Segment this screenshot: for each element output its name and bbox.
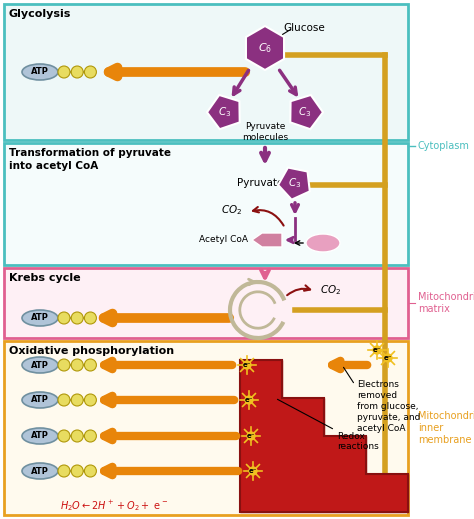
Ellipse shape <box>22 310 58 326</box>
Circle shape <box>246 431 255 441</box>
Circle shape <box>71 465 83 477</box>
Circle shape <box>58 312 70 324</box>
Text: Mitochondrial
inner
membrane: Mitochondrial inner membrane <box>418 411 474 445</box>
Text: Pyruvate
molecules: Pyruvate molecules <box>242 122 288 142</box>
Polygon shape <box>290 95 323 129</box>
FancyBboxPatch shape <box>4 4 408 140</box>
Circle shape <box>71 394 83 406</box>
Ellipse shape <box>22 463 58 479</box>
Circle shape <box>84 359 96 371</box>
Polygon shape <box>207 95 240 129</box>
Ellipse shape <box>22 392 58 408</box>
Circle shape <box>84 66 96 78</box>
FancyBboxPatch shape <box>4 143 408 265</box>
Text: Pyruvate: Pyruvate <box>237 178 283 188</box>
Ellipse shape <box>22 357 58 373</box>
Ellipse shape <box>22 428 58 444</box>
Text: e⁻: e⁻ <box>249 468 257 474</box>
Circle shape <box>372 345 382 354</box>
Polygon shape <box>278 168 310 200</box>
Text: ATP: ATP <box>31 67 49 76</box>
Circle shape <box>58 465 70 477</box>
Text: Krebs cycle: Krebs cycle <box>9 273 81 283</box>
FancyBboxPatch shape <box>4 341 408 515</box>
Text: Mitochondrial
matrix: Mitochondrial matrix <box>418 292 474 314</box>
Circle shape <box>248 466 258 476</box>
Text: Transformation of pyruvate
into acetyl CoA: Transformation of pyruvate into acetyl C… <box>9 148 171 171</box>
Circle shape <box>71 312 83 324</box>
Circle shape <box>58 66 70 78</box>
Polygon shape <box>240 360 408 512</box>
Text: e⁻: e⁻ <box>247 433 255 439</box>
Text: ATP: ATP <box>31 361 49 370</box>
Ellipse shape <box>22 64 58 80</box>
Text: Glycolysis: Glycolysis <box>9 9 72 19</box>
Circle shape <box>71 359 83 371</box>
Text: Redox
reactions: Redox reactions <box>337 432 379 452</box>
Text: $CO_2$: $CO_2$ <box>221 203 243 217</box>
Text: $C_3$: $C_3$ <box>219 105 232 119</box>
Text: Acetyl CoA: Acetyl CoA <box>199 236 248 244</box>
Circle shape <box>242 360 252 370</box>
Text: ATP: ATP <box>31 467 49 475</box>
Text: $C_3$: $C_3$ <box>298 105 311 119</box>
Text: ATP: ATP <box>31 395 49 404</box>
Text: $C_3$: $C_3$ <box>288 176 301 190</box>
Text: Oxidative phosphorylation: Oxidative phosphorylation <box>9 346 174 356</box>
Circle shape <box>84 394 96 406</box>
Circle shape <box>244 395 254 405</box>
Polygon shape <box>246 26 284 70</box>
Circle shape <box>84 430 96 442</box>
Text: Glucose: Glucose <box>283 23 325 33</box>
Ellipse shape <box>306 234 340 252</box>
Text: e⁻: e⁻ <box>243 362 251 368</box>
Circle shape <box>383 353 392 363</box>
Text: Electrons
removed
from glucose,
pyruvate, and
acetyl CoA: Electrons removed from glucose, pyruvate… <box>357 380 420 433</box>
Circle shape <box>71 430 83 442</box>
Text: Cytoplasm: Cytoplasm <box>418 141 470 151</box>
Circle shape <box>84 312 96 324</box>
Text: $C_6$: $C_6$ <box>258 41 272 55</box>
FancyArrow shape <box>252 233 282 247</box>
Text: ATP: ATP <box>31 431 49 441</box>
Text: ATP: ATP <box>31 313 49 322</box>
Circle shape <box>71 66 83 78</box>
FancyBboxPatch shape <box>4 268 408 338</box>
Circle shape <box>58 430 70 442</box>
Text: CoA: CoA <box>313 238 333 248</box>
Text: e⁻: e⁻ <box>384 355 392 361</box>
Text: $CO_2$: $CO_2$ <box>320 283 341 297</box>
Circle shape <box>84 465 96 477</box>
Text: $H_2O \leftarrow 2H^+ + O_2 +$ e$^-$: $H_2O \leftarrow 2H^+ + O_2 +$ e$^-$ <box>60 499 168 513</box>
Circle shape <box>58 394 70 406</box>
Circle shape <box>58 359 70 371</box>
Text: e⁻: e⁻ <box>373 347 381 353</box>
Polygon shape <box>240 360 408 512</box>
Text: e⁻: e⁻ <box>245 397 253 403</box>
